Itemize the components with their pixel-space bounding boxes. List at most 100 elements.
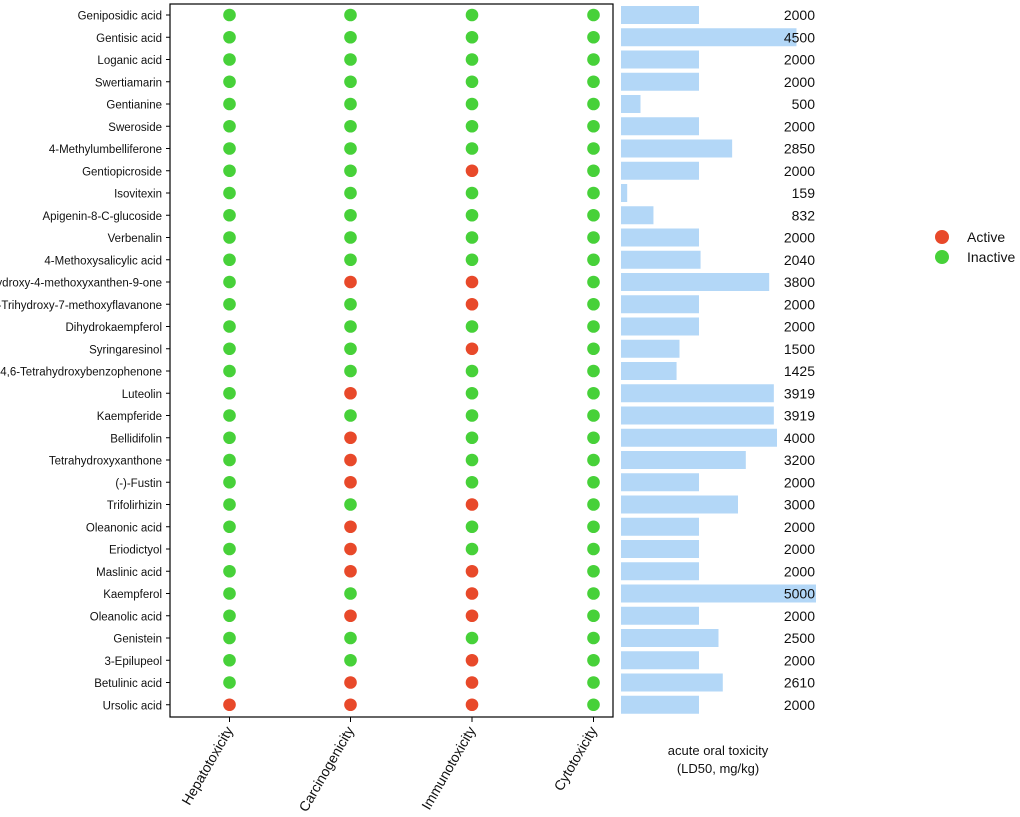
ld50-bar — [621, 206, 654, 225]
dot-panel-frame — [169, 3, 614, 718]
activity-dot — [344, 142, 357, 155]
ld50-bar — [621, 273, 770, 291]
legend-label: Active — [967, 229, 1005, 245]
activity-dot — [587, 542, 600, 556]
activity-dot — [223, 609, 236, 623]
activity-dot — [223, 475, 236, 489]
ld50-value-label: 2000 — [784, 319, 815, 335]
activity-dot — [344, 119, 357, 133]
ld50-bar — [621, 495, 738, 514]
compound-label: Eriodictyol — [109, 545, 162, 557]
activity-dot — [465, 342, 479, 356]
ld50-value-label: 5000 — [784, 586, 815, 602]
ld50-bar — [621, 451, 746, 469]
ld50-bar — [621, 139, 733, 158]
activity-dot — [344, 520, 357, 534]
activity-dot — [223, 564, 236, 578]
activity-dot — [465, 542, 479, 556]
activity-dot — [223, 8, 236, 22]
compound-label: Gentiopicroside — [82, 166, 162, 178]
activity-dot — [465, 208, 479, 222]
activity-dot — [344, 164, 357, 178]
activity-dot — [587, 386, 600, 400]
activity-dot — [344, 698, 357, 712]
ld50-value-label: 1425 — [784, 363, 815, 379]
activity-dot — [587, 30, 600, 44]
ld50-bar — [621, 362, 677, 380]
activity-dot — [587, 587, 600, 600]
ld50-value-label: 2850 — [784, 141, 815, 157]
activity-dot — [344, 542, 357, 556]
endpoint-label: Carcinogenicity — [295, 724, 357, 815]
legend-swatch — [935, 230, 949, 244]
activity-dot — [344, 676, 357, 689]
activity-dot — [223, 542, 236, 556]
activity-dot — [587, 453, 600, 467]
activity-dot — [465, 676, 479, 689]
ld50-value-label: 2000 — [784, 563, 815, 579]
activity-dot — [223, 275, 236, 289]
activity-dot — [587, 253, 600, 267]
ld50-value-label: 2000 — [784, 74, 815, 90]
activity-dot — [465, 453, 479, 467]
ld50-bar — [621, 317, 699, 336]
activity-dot — [223, 520, 236, 534]
compound-label: (-)-Fustin — [115, 478, 162, 490]
activity-dot — [587, 342, 600, 356]
ld50-bar — [621, 50, 699, 69]
ld50-value-label: 2000 — [784, 7, 815, 23]
activity-dot — [223, 386, 236, 400]
ld50-value-label: 2000 — [784, 519, 815, 535]
compound-label: Isovitexin — [114, 189, 162, 201]
compound-label: Gentianine — [106, 100, 162, 112]
activity-dot — [344, 564, 357, 578]
ld50-value-label: 159 — [792, 185, 816, 201]
ld50-bar — [621, 651, 699, 670]
activity-dot — [344, 320, 357, 333]
legend-label: Inactive — [967, 249, 1015, 265]
activity-dot — [587, 609, 600, 623]
ld50-value-label: 2000 — [784, 163, 815, 179]
activity-dot — [344, 30, 357, 44]
activity-dot — [344, 231, 357, 244]
activity-dot — [344, 364, 357, 378]
activity-dot — [465, 653, 479, 667]
activity-dot — [223, 208, 236, 222]
ld50-bar — [621, 584, 816, 603]
activity-dot — [587, 564, 600, 578]
activity-dot — [465, 364, 479, 378]
activity-dot — [344, 631, 357, 645]
compound-label: Maslinic acid — [96, 567, 162, 579]
activity-dot — [587, 676, 600, 689]
ld50-value-label: 4000 — [784, 430, 815, 446]
activity-dot — [465, 186, 479, 200]
activity-dot — [223, 142, 236, 155]
activity-dot — [587, 53, 600, 66]
ld50-value-label: 2000 — [784, 118, 815, 134]
compound-label: Oleanolic acid — [90, 611, 162, 623]
activity-dot — [587, 208, 600, 222]
ld50-bar — [621, 95, 641, 113]
activity-dot — [587, 364, 600, 378]
activity-dot — [223, 164, 236, 178]
ld50-bar — [621, 540, 699, 558]
activity-dot — [465, 431, 479, 445]
compound-label: 3-Epilupeol — [104, 656, 162, 668]
ld50-bar — [621, 695, 699, 714]
activity-dot — [587, 97, 600, 111]
compound-label: Genistein — [113, 634, 162, 646]
ld50-value-label: 3000 — [784, 497, 815, 513]
ld50-value-label: 2000 — [784, 296, 815, 312]
ld50-bar — [621, 406, 774, 425]
ld50-bar — [621, 673, 723, 692]
activity-dot — [465, 520, 479, 534]
activity-dot — [223, 587, 236, 600]
compound-label: Verbenalin — [108, 233, 162, 245]
ld50-value-label: 2000 — [784, 697, 815, 713]
activity-dot — [344, 75, 357, 89]
activity-dot — [223, 631, 236, 645]
activity-dot — [465, 30, 479, 44]
activity-dot — [465, 587, 479, 600]
activity-dot — [223, 97, 236, 111]
